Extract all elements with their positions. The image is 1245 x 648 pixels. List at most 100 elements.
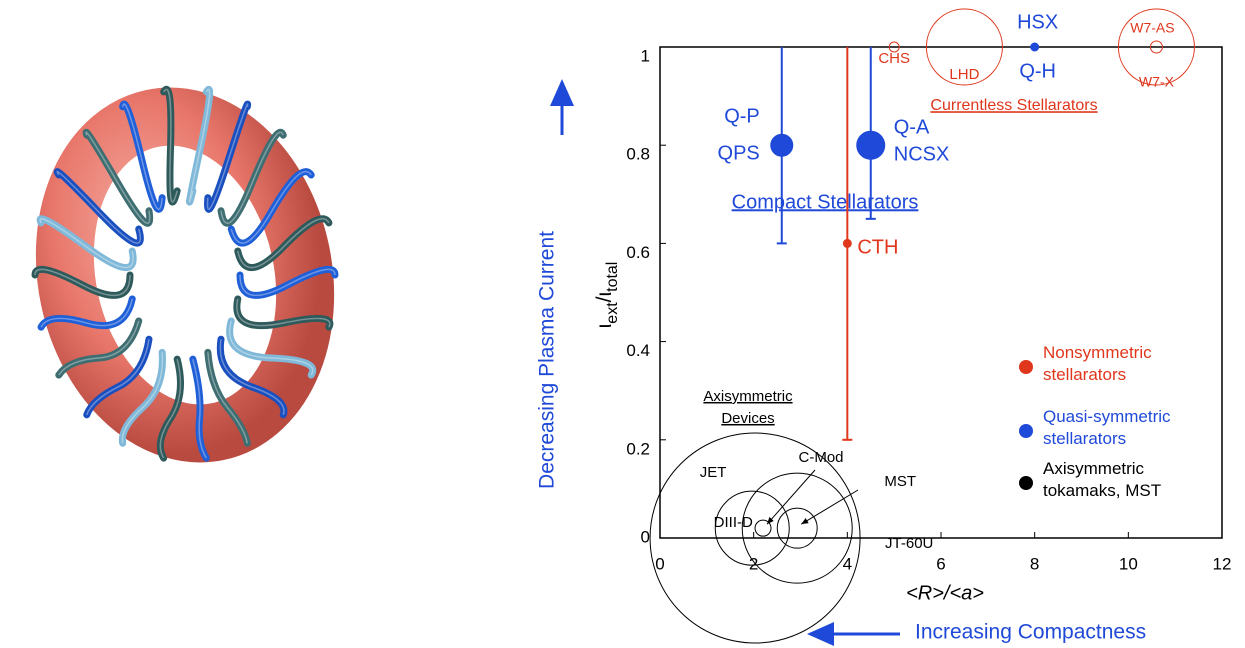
coil [163, 88, 178, 203]
y-tick-label: 0.8 [626, 145, 650, 164]
y-tick-label: 1 [641, 46, 650, 65]
coil [229, 320, 314, 376]
point-label: JET [700, 464, 727, 481]
point [1149, 40, 1163, 54]
point [714, 490, 790, 566]
coil [36, 215, 137, 272]
point-label: Q-P [724, 105, 760, 127]
coil [58, 320, 140, 376]
coil [204, 100, 252, 213]
coil [82, 128, 154, 227]
coil [206, 103, 249, 210]
y-tick-label: 0.6 [626, 243, 650, 262]
x-tick-label: 10 [1119, 554, 1138, 573]
coil [234, 215, 333, 272]
point-label: QPS [718, 142, 760, 164]
current-arrow-label: Decreasing Plasma Current [536, 231, 559, 489]
coil [217, 128, 287, 227]
y-tick-label: 0 [641, 527, 650, 546]
currentless-annotation: Currentless Stellarators [930, 97, 1097, 114]
legend-label: Quasi-symmetric stellarators [1043, 407, 1171, 448]
axisymmetric-annotation: Axisymmetric [703, 388, 793, 405]
point-label: C-Mod [799, 449, 844, 466]
coil [227, 168, 315, 247]
coil [186, 85, 214, 206]
coil [219, 339, 285, 416]
point-label: JT-60U [885, 535, 933, 552]
coil [237, 218, 330, 269]
point [754, 519, 772, 537]
label-pointer [766, 469, 816, 525]
x-tick-label: 2 [749, 554, 758, 573]
coil [121, 352, 164, 444]
coil [160, 85, 181, 206]
compactness-arrow-label: Increasing Compactness [915, 621, 1146, 644]
coils [31, 85, 339, 462]
point [770, 133, 794, 157]
legend-label: Nonsymmetric stellarators [1043, 343, 1152, 384]
coil [192, 358, 207, 459]
y-axis-label-part: total [604, 262, 621, 292]
coil [236, 298, 331, 328]
x-tick-label: 0 [655, 554, 664, 573]
stellarator-render [31, 85, 339, 463]
coil [226, 317, 317, 379]
y-tick-label: 0.4 [626, 341, 650, 360]
point [1030, 42, 1040, 52]
point [888, 41, 900, 53]
coil [204, 348, 251, 447]
coil [236, 265, 339, 299]
coil [39, 218, 134, 269]
coil [121, 103, 163, 210]
legend-marker [1019, 424, 1033, 438]
compact-annotation: Compact Stellarators [732, 191, 919, 213]
coil [40, 298, 133, 328]
plasma-torus [35, 87, 335, 463]
point-label: NCSX [894, 143, 950, 165]
coil [31, 265, 134, 299]
coil [55, 317, 143, 379]
legend-marker [1019, 360, 1033, 374]
legend-label: Axisymmetric tokamaks, MST [1043, 459, 1162, 500]
legend-marker [1019, 476, 1033, 490]
coil [239, 268, 336, 297]
y-axis-label-part: ι [593, 323, 616, 328]
point-label: Q-H [1019, 60, 1056, 82]
coil [85, 131, 151, 224]
point [1117, 8, 1195, 86]
point [649, 432, 861, 644]
x-axis-label: <R>/<a> [906, 582, 984, 604]
y-axis-label-part: /ι [593, 292, 616, 303]
coil [34, 268, 131, 297]
x-tick-label: 8 [1030, 554, 1039, 573]
point [925, 8, 1003, 86]
y-tick-label: 0.2 [626, 439, 650, 458]
coil [83, 335, 153, 419]
coil [189, 355, 210, 462]
coil [216, 335, 288, 419]
coil [118, 348, 166, 447]
x-tick-label: 4 [843, 554, 852, 573]
point-label: CHS [878, 50, 910, 67]
coil [220, 131, 284, 224]
coil [53, 168, 144, 247]
point [741, 472, 853, 584]
coil [37, 295, 136, 331]
point [776, 507, 818, 549]
point-label: DIII-D [714, 514, 753, 531]
coil [159, 358, 182, 459]
coil [230, 170, 312, 244]
label-pointer [800, 489, 859, 525]
coil [156, 355, 184, 462]
coil [56, 170, 142, 244]
point-label: CTH [857, 237, 898, 259]
coil [207, 352, 249, 444]
point-label: W7-X [1139, 74, 1175, 90]
coil [86, 339, 150, 416]
point [842, 238, 852, 248]
coil [188, 88, 211, 203]
x-tick-label: 12 [1213, 554, 1232, 573]
point [856, 130, 886, 160]
